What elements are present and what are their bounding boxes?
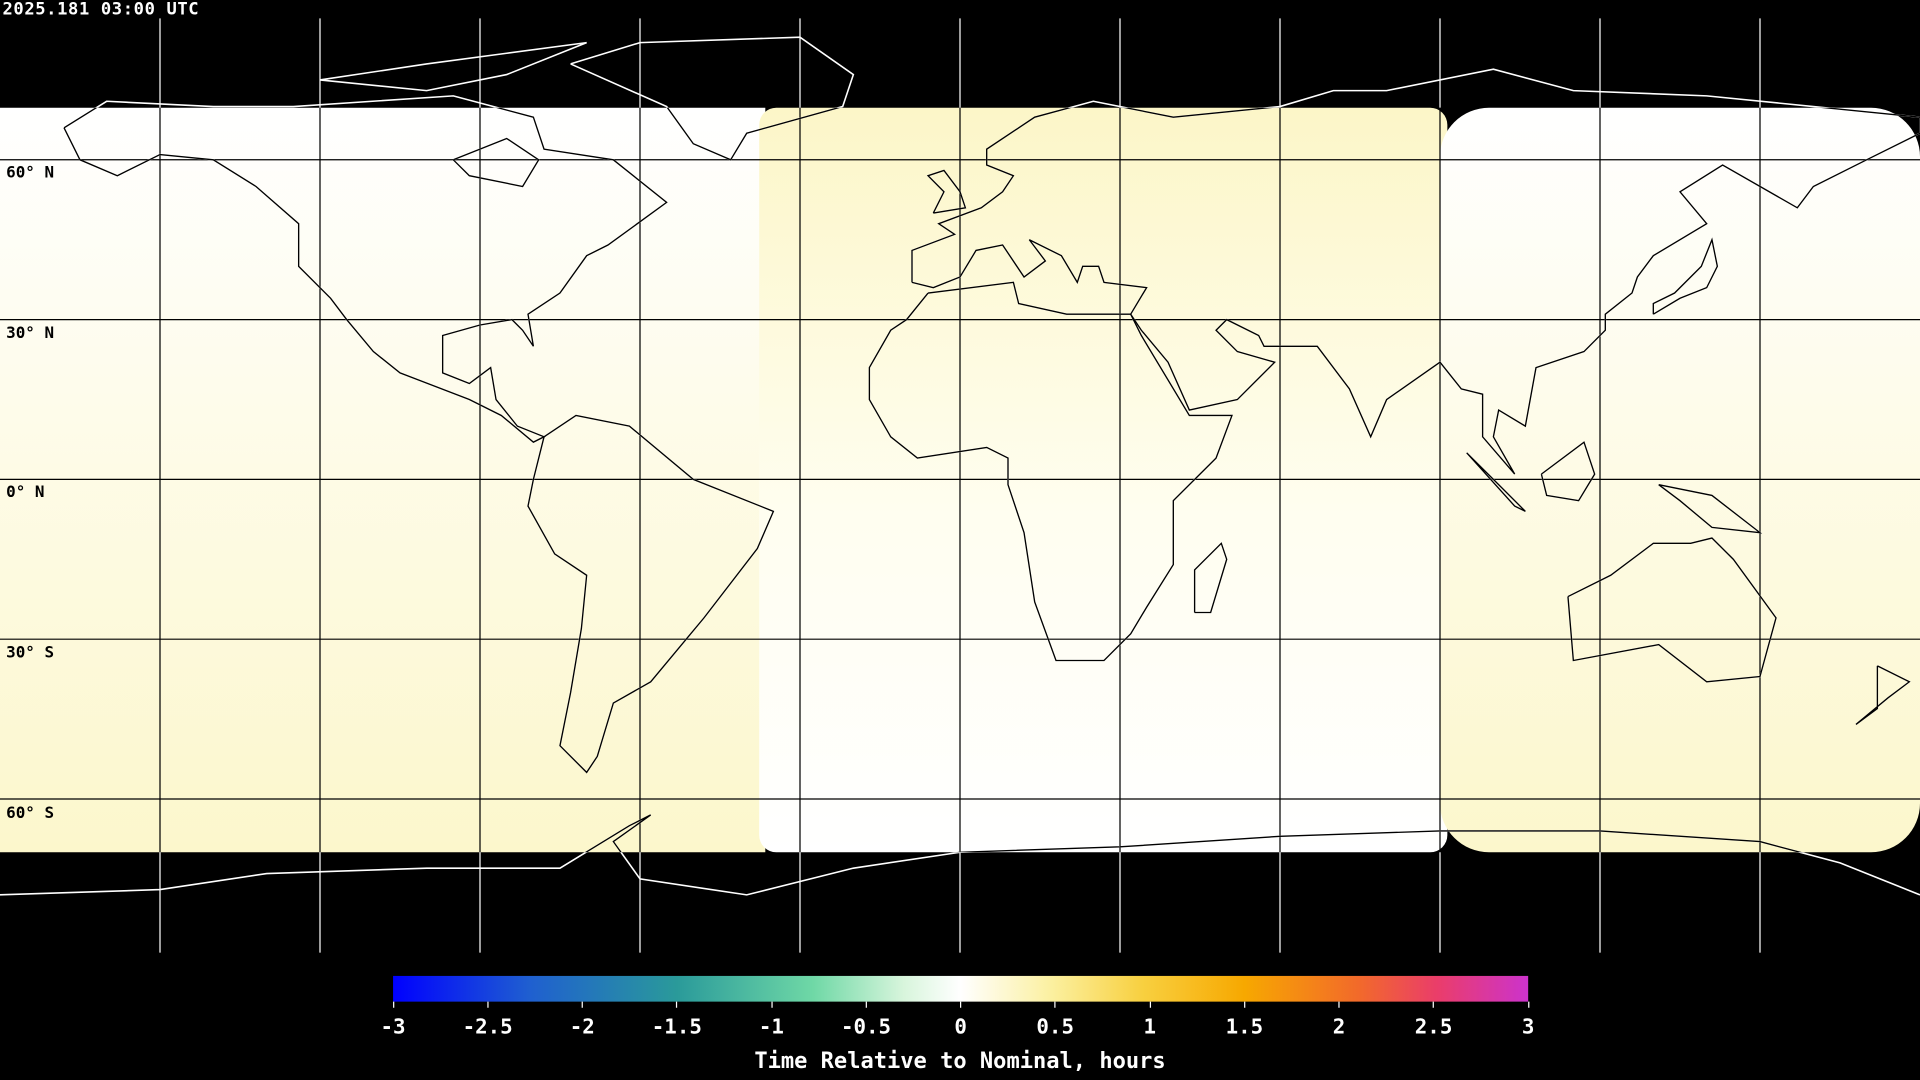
coastline-new-guinea	[1658, 483, 1763, 534]
coastline-madagascar	[1193, 542, 1228, 614]
colorbar-tick	[1243, 1001, 1246, 1008]
lat-label-0n: 0° N	[6, 483, 45, 503]
coastline-greenland	[666, 107, 841, 161]
coastline-antarctica	[584, 814, 1803, 853]
coastline-north-america	[63, 107, 668, 443]
colorbar-tick	[676, 1001, 678, 1008]
world-map	[0, 18, 1920, 953]
graticule	[0, 18, 1920, 953]
colorbar-tick	[1149, 1001, 1151, 1008]
timestamp-label: 2025.181 03:00 UTC	[2, 0, 200, 20]
colorbar-tick-label: 2	[1332, 1015, 1346, 1040]
colorbar-tick	[392, 1001, 394, 1008]
lat-label-60n: 60° N	[6, 164, 55, 183]
colorbar-tick-label: 0.5	[1036, 1015, 1075, 1040]
colorbar-tick	[865, 1001, 867, 1008]
colorbar-tick-label: 2.5	[1414, 1015, 1453, 1040]
colorbar-tick-label: 0	[954, 1015, 967, 1040]
coastline-sumatra	[1466, 452, 1526, 512]
coastline-great-britain	[926, 169, 967, 214]
colorbar-tick	[1432, 1001, 1435, 1008]
colorbar-tick	[1054, 1001, 1056, 1008]
coastline-africa	[868, 281, 1233, 662]
colorbar-tick	[1338, 1001, 1340, 1008]
coastline-borneo	[1540, 441, 1596, 502]
colorbar-tick	[487, 1001, 489, 1008]
colorbar-tick-label: 1	[1143, 1015, 1157, 1040]
coastline-japan	[1652, 237, 1719, 315]
colorbar-tick-label: -3	[380, 1015, 406, 1040]
colorbar-tick	[770, 1001, 773, 1008]
lat-label-30n: 30° N	[6, 324, 55, 343]
coastline-new-zealand	[1855, 665, 1911, 725]
colorbar-tick-label: 3	[1521, 1015, 1535, 1040]
colorbar-tick-label: -2	[569, 1015, 595, 1040]
colorbar	[393, 975, 1529, 1002]
colorbar-tick	[1527, 1001, 1529, 1008]
colorbar-tick-label: -1.5	[651, 1015, 702, 1040]
colorbar-tick-label: 1.5	[1225, 1015, 1264, 1040]
colorbar-tick-label: -0.5	[840, 1015, 892, 1040]
lat-label-30s: 30° S	[6, 644, 55, 663]
colorbar-title: Time Relative to Nominal, hours	[754, 1048, 1166, 1074]
colorbar-tick	[581, 1001, 583, 1008]
coastline-arctic-islands	[319, 41, 587, 92]
coastline-hudson-bay	[452, 137, 540, 188]
coastline-eurasia	[911, 107, 1920, 475]
coastline-south-america	[527, 414, 775, 774]
coastline-australia	[1567, 537, 1777, 683]
lat-label-60s: 60° S	[6, 804, 55, 823]
coastlines-day	[63, 107, 1920, 853]
colorbar-tick	[960, 1001, 962, 1008]
colorbar-tick-label: -1	[758, 1015, 784, 1040]
colorbar-tick-label: -2.5	[462, 1015, 513, 1040]
